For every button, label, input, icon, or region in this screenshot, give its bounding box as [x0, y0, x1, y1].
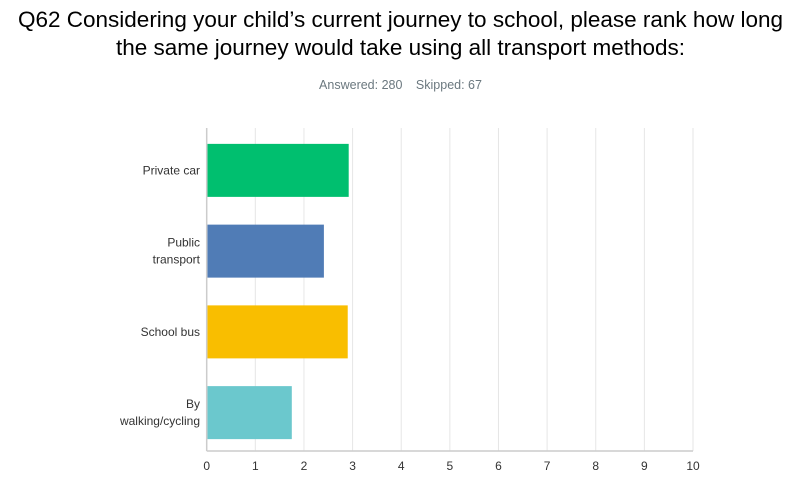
x-tick-label: 9 — [641, 459, 648, 473]
x-tick-label: 2 — [301, 459, 308, 473]
bar — [207, 386, 292, 440]
response-stats: Answered: 280 Skipped: 67 — [0, 78, 801, 92]
category-label: School bus — [141, 325, 200, 339]
bar — [207, 143, 349, 197]
x-tick-label: 6 — [495, 459, 502, 473]
category-label: Public — [167, 236, 200, 250]
answered-count: Answered: 280 — [319, 78, 403, 92]
skipped-count: Skipped: 67 — [415, 78, 482, 92]
category-label: By — [186, 397, 200, 411]
x-tick-label: 3 — [349, 459, 356, 473]
question-title: Q62 Considering your child’s current jou… — [17, 7, 783, 60]
x-tick-label: 8 — [592, 459, 599, 473]
x-tick-label: 10 — [686, 459, 700, 473]
x-tick-label: 0 — [203, 459, 210, 473]
x-tick-label: 5 — [447, 459, 454, 473]
x-tick-label: 4 — [398, 459, 405, 473]
category-label: walking/cycling — [119, 414, 200, 428]
x-tick-label: 7 — [544, 459, 551, 473]
x-tick-label: 1 — [252, 459, 259, 473]
bar — [207, 224, 324, 278]
bar — [207, 305, 348, 359]
category-label: transport — [153, 253, 201, 267]
category-label: Private car — [143, 163, 200, 177]
